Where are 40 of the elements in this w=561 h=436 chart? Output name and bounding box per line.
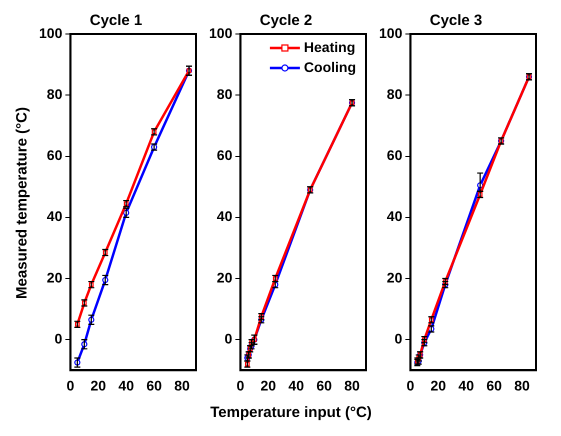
chart-title: Cycle 2: [260, 12, 312, 30]
y-tick-label: 80: [386, 86, 403, 102]
y-tick-label: 20: [216, 269, 233, 286]
legend-label: Heating: [304, 38, 356, 55]
y-tick-label: 20: [46, 269, 63, 286]
chart-title: Cycle 1: [90, 12, 142, 30]
x-tick-label: 40: [288, 377, 304, 394]
x-tick-label: 60: [146, 377, 162, 394]
y-tick-label: 100: [209, 24, 233, 41]
y-tick-label: 100: [39, 24, 63, 41]
y-tick-label: 40: [46, 208, 63, 224]
x-axis-title: Temperature input (°C): [209, 404, 373, 421]
y-tick-label: 100: [379, 24, 403, 41]
y-tick-label: 40: [216, 208, 233, 224]
y-tick-label: 0: [394, 330, 403, 346]
x-tick-label: 80: [344, 377, 360, 394]
y-axis-title: Measured temperature (°C): [14, 107, 30, 299]
y-tick-label: 80: [46, 86, 63, 102]
y-tick-label: 40: [386, 208, 403, 224]
x-tick-label: 40: [458, 377, 474, 394]
y-tick-label: 80: [216, 86, 233, 102]
x-tick-label: 60: [316, 377, 332, 394]
y-tick-label: 20: [386, 269, 403, 286]
y-tick-label: 0: [224, 330, 233, 346]
x-tick-label: 40: [118, 377, 134, 394]
x-tick-label: 20: [430, 377, 446, 394]
y-tick-label: 60: [386, 147, 403, 164]
y-tick-label: 0: [54, 330, 63, 346]
y-tick-label: 60: [46, 147, 63, 164]
legend-label: Cooling: [304, 58, 356, 75]
chart-title: Cycle 3: [430, 12, 482, 30]
x-tick-label: 20: [90, 377, 106, 394]
x-tick-label: 80: [174, 377, 190, 394]
x-tick-label: 20: [260, 377, 276, 394]
x-tick-label: 0: [406, 377, 414, 394]
x-tick-label: 80: [514, 377, 530, 394]
x-tick-label: 0: [66, 377, 74, 394]
x-tick-label: 60: [486, 377, 502, 394]
x-tick-label: 0: [236, 377, 244, 394]
y-tick-label: 60: [216, 147, 233, 164]
